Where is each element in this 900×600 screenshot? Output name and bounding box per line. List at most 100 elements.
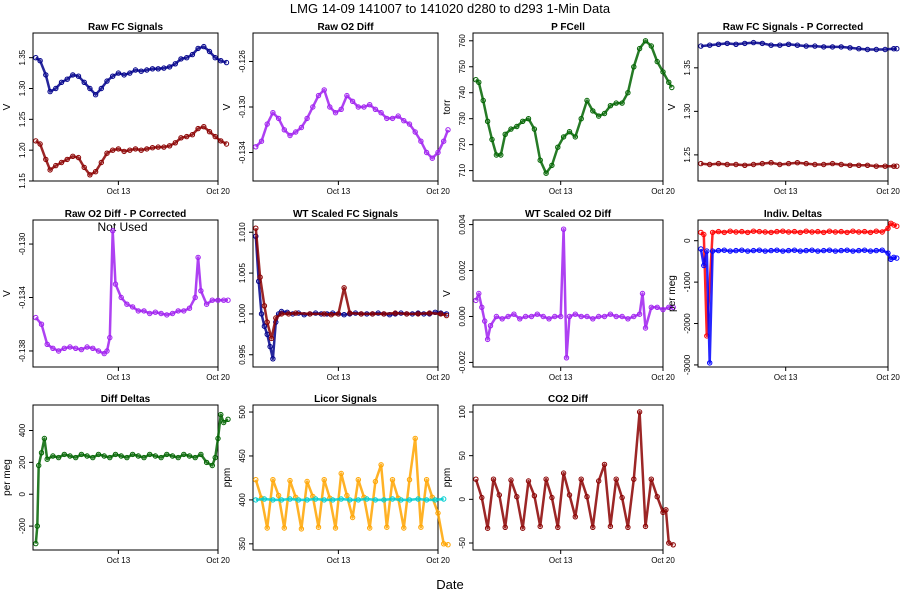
data-point	[777, 161, 783, 168]
data-point	[338, 470, 344, 477]
data-point	[304, 497, 310, 503]
data-point	[552, 313, 558, 320]
plot-frame	[32, 404, 219, 551]
series-1	[473, 226, 676, 361]
data-point	[138, 147, 144, 153]
data-point	[189, 51, 196, 58]
data-point	[264, 525, 270, 531]
y-tick-label: -0.002	[458, 351, 467, 374]
y-tick-label: 1.010	[238, 222, 247, 243]
data-point	[670, 542, 676, 548]
data-point	[278, 311, 285, 317]
data-point	[164, 312, 170, 318]
series-2	[33, 124, 230, 178]
data-point	[189, 132, 196, 138]
data-point	[124, 454, 130, 461]
data-point	[70, 72, 76, 78]
data-point	[270, 110, 276, 116]
y-tick-label: -50	[458, 537, 467, 549]
data-point	[654, 304, 660, 310]
data-point	[84, 344, 90, 350]
plot-frame	[472, 219, 664, 368]
data-point	[118, 453, 124, 459]
data-point	[642, 523, 649, 530]
data-point	[206, 48, 213, 55]
data-point	[873, 163, 879, 169]
data-point	[499, 316, 505, 322]
y-tick-label: 50	[458, 451, 467, 460]
data-point	[218, 58, 224, 64]
data-point	[654, 494, 660, 500]
y-tick-label: 200	[18, 455, 27, 469]
data-point	[401, 525, 407, 531]
data-point	[164, 451, 170, 458]
data-point	[378, 110, 384, 116]
data-point	[508, 477, 514, 483]
data-point	[715, 247, 722, 254]
data-point	[392, 310, 398, 316]
data-point	[670, 304, 676, 310]
data-point	[715, 41, 722, 47]
data-point	[166, 64, 173, 70]
data-point	[812, 161, 818, 168]
data-point	[47, 167, 53, 173]
data-point	[864, 46, 871, 53]
data-point	[721, 229, 727, 236]
data-point	[704, 248, 710, 254]
data-point	[502, 131, 508, 138]
y-tick-label: 0	[683, 238, 692, 243]
y-tick-label: 1.000	[238, 303, 247, 324]
x-tick-label: Oct 13	[549, 373, 573, 382]
data-point	[135, 453, 142, 459]
data-point	[364, 496, 370, 502]
data-point	[490, 476, 497, 482]
data-point	[528, 313, 535, 320]
data-point	[253, 225, 259, 231]
data-point	[261, 496, 268, 502]
y-axis-label: per meg	[667, 275, 678, 312]
data-point	[663, 507, 669, 513]
data-point	[147, 451, 153, 458]
data-point	[560, 134, 567, 140]
data-point	[138, 68, 144, 74]
data-point	[473, 476, 479, 482]
y-tick-label: 760	[458, 34, 467, 48]
data-point	[195, 125, 201, 132]
data-point	[502, 524, 508, 530]
data-point	[666, 540, 672, 546]
data-point	[223, 59, 230, 66]
data-point	[850, 248, 856, 254]
data-point	[660, 306, 666, 313]
data-point	[298, 124, 305, 131]
data-point	[372, 497, 379, 503]
data-point	[406, 497, 413, 503]
plot-frame	[32, 219, 219, 368]
data-point	[780, 248, 786, 254]
x-tick-label: Oct 13	[327, 556, 351, 565]
data-point	[423, 149, 430, 156]
data-point	[115, 146, 122, 152]
data-point	[707, 42, 713, 48]
data-point	[112, 451, 119, 458]
data-point	[596, 113, 602, 119]
data-point	[132, 146, 139, 152]
data-point	[560, 226, 567, 232]
data-point	[785, 229, 792, 235]
data-point	[50, 453, 56, 459]
data-point	[43, 156, 49, 163]
data-point	[832, 248, 839, 254]
data-point	[172, 61, 179, 67]
data-point	[104, 150, 110, 156]
y-tick-label: 100	[458, 405, 467, 419]
series-1	[33, 228, 231, 357]
data-point	[347, 310, 353, 316]
data-point	[489, 136, 495, 143]
data-point	[476, 290, 482, 297]
series-line	[254, 236, 447, 361]
data-point	[84, 453, 90, 459]
data-point	[264, 319, 270, 325]
series-1	[253, 435, 451, 548]
data-point	[821, 44, 827, 50]
data-point	[215, 297, 221, 303]
data-point	[395, 113, 401, 119]
